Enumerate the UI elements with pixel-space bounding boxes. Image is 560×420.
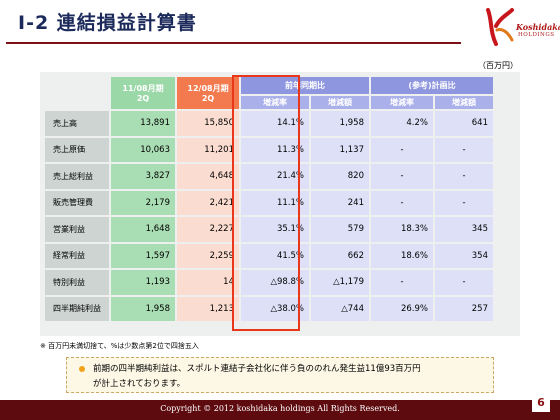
logo-name: Koshidaka: [516, 22, 560, 32]
header-curr-line2: 2Q: [201, 94, 215, 103]
cell-curr: 2,227: [177, 217, 239, 242]
table-row: 売上総利益 3,827 4,648 21.4% 820 - -: [45, 164, 493, 189]
table-row: 経常利益 1,597 2,259 41.5% 662 18.6% 354: [45, 243, 493, 268]
cell-plan-amount: 641: [435, 111, 493, 136]
header-curr-period: 12/08月期 2Q: [177, 77, 239, 109]
company-logo: Koshidaka HOLDINGS: [478, 6, 560, 48]
header-prev-line1: 11/08月期: [122, 84, 164, 93]
cell-plan-rate: 4.2%: [371, 111, 433, 136]
cell-plan-rate: 26.9%: [371, 296, 433, 321]
cell-plan-amount: -: [435, 190, 493, 215]
cell-curr: 11,201: [177, 137, 239, 162]
cell-curr: 2,421: [177, 190, 239, 215]
title-bar: Ⅰ-2 連結損益計算書: [0, 0, 470, 42]
cell-plan-amount: 354: [435, 243, 493, 268]
table-row: 特別利益 1,193 14 △98.8% △1,179 - -: [45, 270, 493, 295]
page-number: 6: [532, 394, 550, 412]
row-label: 売上高: [45, 111, 109, 136]
row-label: 特別利益: [45, 270, 109, 295]
header-yoy-group: 前年同期比: [241, 77, 369, 94]
cell-prev: 1,193: [111, 270, 175, 295]
row-label: 販売管理費: [45, 190, 109, 215]
cell-yoy-amount: 579: [311, 217, 369, 242]
unit-label: （百万円）: [478, 61, 518, 70]
note-line-1: 前期の四半期純利益は、スポルト連結子会社化に伴う負ののれん発生益11億93百万円: [93, 364, 421, 374]
header-empty: [45, 77, 109, 109]
cell-prev: 3,827: [111, 164, 175, 189]
cell-yoy-amount: △1,179: [311, 270, 369, 295]
header-curr-line1: 12/08月期: [187, 84, 229, 93]
row-label: 四半期純利益: [45, 296, 109, 321]
table-row: 営業利益 1,648 2,227 35.1% 579 18.3% 345: [45, 217, 493, 242]
footer-bar: Copyright © 2012 koshidaka holdings All …: [0, 400, 560, 420]
cell-curr: 2,259: [177, 243, 239, 268]
cell-plan-amount: -: [435, 270, 493, 295]
title-underline: [6, 42, 461, 44]
cell-yoy-rate: 35.1%: [241, 217, 309, 242]
bullet-icon: [79, 366, 85, 372]
copyright-text: Copyright © 2012 koshidaka holdings All …: [160, 404, 400, 413]
cell-plan-rate: -: [371, 190, 433, 215]
header-prev-period: 11/08月期 2Q: [111, 77, 175, 109]
cell-plan-rate: -: [371, 270, 433, 295]
cell-plan-amount: 345: [435, 217, 493, 242]
cell-yoy-amount: 820: [311, 164, 369, 189]
logo-sub: HOLDINGS: [518, 32, 555, 38]
cell-curr: 4,648: [177, 164, 239, 189]
cell-prev: 1,648: [111, 217, 175, 242]
cell-yoy-amount: 1,958: [311, 111, 369, 136]
note-box: 前期の四半期純利益は、スポルト連結子会社化に伴う負ののれん発生益11億93百万円…: [66, 357, 494, 393]
row-label: 売上総利益: [45, 164, 109, 189]
cell-plan-amount: -: [435, 137, 493, 162]
cell-yoy-rate: 11.3%: [241, 137, 309, 162]
cell-yoy-rate: △98.8%: [241, 270, 309, 295]
cell-plan-amount: 257: [435, 296, 493, 321]
cell-yoy-amount: 1,137: [311, 137, 369, 162]
header-plan-group: (参考)計画比: [371, 77, 493, 94]
cell-plan-amount: -: [435, 164, 493, 189]
cell-prev: 13,891: [111, 111, 175, 136]
table-row: 四半期純利益 1,958 1,213 △38.0% △744 26.9% 257: [45, 296, 493, 321]
page-title: Ⅰ-2 連結損益計算書: [18, 12, 197, 34]
cell-yoy-rate: 41.5%: [241, 243, 309, 268]
cell-yoy-amount: △744: [311, 296, 369, 321]
cell-yoy-amount: 662: [311, 243, 369, 268]
cell-yoy-amount: 241: [311, 190, 369, 215]
table-row: 販売管理費 2,179 2,421 11.1% 241 - -: [45, 190, 493, 215]
cell-plan-rate: -: [371, 164, 433, 189]
cell-curr: 15,850: [177, 111, 239, 136]
logo-mark-icon: [486, 8, 514, 46]
note-line-2: が計上されております。: [93, 379, 186, 389]
cell-prev: 1,597: [111, 243, 175, 268]
header-plan-amount: 増減額: [435, 96, 493, 109]
cell-plan-rate: -: [371, 137, 433, 162]
cell-yoy-rate: 14.1%: [241, 111, 309, 136]
cell-plan-rate: 18.6%: [371, 243, 433, 268]
table-row: 売上高 13,891 15,850 14.1% 1,958 4.2% 641: [45, 111, 493, 136]
cell-curr: 1,213: [177, 296, 239, 321]
header-plan-rate: 増減率: [371, 96, 433, 109]
cell-yoy-rate: △38.0%: [241, 296, 309, 321]
cell-prev: 10,063: [111, 137, 175, 162]
header-yoy-rate: 増減率: [241, 96, 309, 109]
row-label: 営業利益: [45, 217, 109, 242]
table-row: 売上原価 10,063 11,201 11.3% 1,137 - -: [45, 137, 493, 162]
cell-yoy-rate: 11.1%: [241, 190, 309, 215]
cell-prev: 1,958: [111, 296, 175, 321]
header-yoy-amount: 増減額: [311, 96, 369, 109]
cell-prev: 2,179: [111, 190, 175, 215]
header-prev-line2: 2Q: [136, 94, 150, 103]
row-label: 経常利益: [45, 243, 109, 268]
cell-plan-rate: 18.3%: [371, 217, 433, 242]
footnote: ※ 百万円未満切捨て、%は少数点第2位で四捨五入: [40, 342, 199, 350]
row-label: 売上原価: [45, 137, 109, 162]
income-statement-table: 11/08月期 2Q 12/08月期 2Q 前年同期比 (参考)計画比 増減率 …: [40, 72, 520, 336]
cell-yoy-rate: 21.4%: [241, 164, 309, 189]
cell-curr: 14: [177, 270, 239, 295]
